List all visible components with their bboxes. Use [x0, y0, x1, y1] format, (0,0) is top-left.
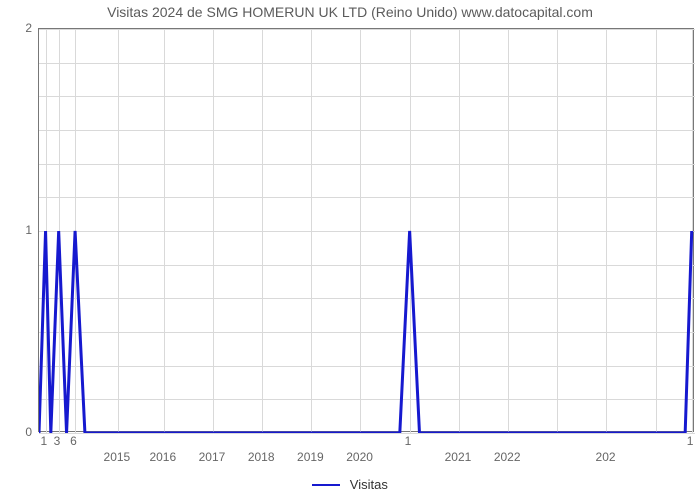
x-point-label: 1: [405, 434, 412, 448]
chart-title: Visitas 2024 de SMG HOMERUN UK LTD (Rein…: [0, 4, 700, 20]
x-year-label: 202: [596, 450, 616, 464]
x-year-label: 2016: [149, 450, 176, 464]
x-point-label: 1: [41, 434, 48, 448]
y-tick-label: 2: [25, 21, 32, 35]
x-year-label: 2021: [445, 450, 472, 464]
x-point-label: 6: [70, 434, 77, 448]
x-year-label: 2020: [346, 450, 373, 464]
x-year-label: 2015: [104, 450, 131, 464]
x-year-label: 2022: [494, 450, 521, 464]
series-line: [39, 29, 695, 433]
x-year-label: 2017: [199, 450, 226, 464]
plot-area: [38, 28, 694, 432]
legend: Visitas: [0, 476, 700, 492]
y-tick-label: 0: [25, 425, 32, 439]
y-tick-label: 1: [25, 223, 32, 237]
x-point-label: 1: [687, 434, 694, 448]
legend-swatch: [312, 484, 340, 486]
legend-label: Visitas: [350, 477, 388, 492]
x-year-label: 2019: [297, 450, 324, 464]
x-year-label: 2018: [248, 450, 275, 464]
gridline-horizontal: [39, 433, 695, 434]
x-point-label: 3: [54, 434, 61, 448]
